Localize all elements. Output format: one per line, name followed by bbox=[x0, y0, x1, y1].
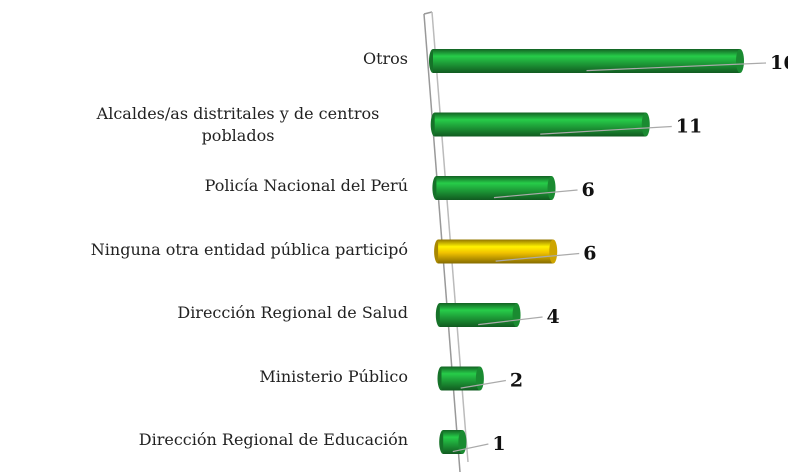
category-label-box: Policía Nacional del Perú bbox=[8, 175, 408, 197]
category-label: Alcaldes/as distritales y de centros pob… bbox=[96, 103, 380, 145]
category-label-box: Ministerio Público bbox=[8, 366, 408, 388]
category-label: Dirección Regional de Salud bbox=[177, 303, 408, 322]
category-label-box: Alcaldes/as distritales y de centros pob… bbox=[8, 103, 408, 147]
category-label: Otros bbox=[362, 49, 408, 68]
category-label-box: Ninguna otra entidad pública participó bbox=[8, 239, 408, 261]
value-label: 4 bbox=[547, 306, 560, 328]
bar-cap bbox=[512, 303, 521, 327]
bar-cap bbox=[736, 49, 744, 73]
leader-line bbox=[540, 125, 672, 135]
bar-cap bbox=[458, 430, 467, 454]
value-label: 6 bbox=[583, 243, 596, 265]
value-label: 2 bbox=[510, 370, 523, 392]
category-label: Ministerio Público bbox=[259, 366, 408, 386]
wall-top bbox=[423, 11, 433, 15]
bar bbox=[433, 49, 740, 73]
leader-line bbox=[460, 379, 506, 389]
leader-line bbox=[452, 443, 489, 453]
category-label-box: Dirección Regional de Salud bbox=[8, 302, 408, 324]
bar bbox=[436, 176, 552, 200]
category-label-box: Otros bbox=[8, 48, 408, 70]
bar bbox=[434, 112, 646, 137]
wall-edge bbox=[431, 11, 469, 463]
bar-cap bbox=[547, 176, 556, 200]
leader-line bbox=[495, 252, 580, 262]
category-label: Policía Nacional del Perú bbox=[204, 176, 408, 195]
bar-cap bbox=[641, 112, 650, 137]
leader-line bbox=[493, 189, 578, 199]
leader-line bbox=[478, 316, 543, 326]
value-label: 11 bbox=[676, 116, 702, 138]
category-label: Dirección Regional de Educación bbox=[138, 430, 408, 449]
bar-cap bbox=[549, 239, 558, 264]
value-label: 1 bbox=[492, 433, 505, 455]
value-label: 6 bbox=[582, 179, 595, 201]
bar bbox=[439, 303, 517, 327]
category-label-box: Dirección Regional de Educación bbox=[8, 429, 408, 451]
bar-cap bbox=[475, 366, 484, 391]
value-label: 16 bbox=[770, 52, 788, 74]
category-label: Ninguna otra entidad pública participó bbox=[90, 239, 408, 259]
bar bbox=[443, 430, 463, 454]
leader-line bbox=[586, 62, 767, 72]
bar bbox=[441, 366, 480, 391]
bar bbox=[438, 239, 554, 264]
